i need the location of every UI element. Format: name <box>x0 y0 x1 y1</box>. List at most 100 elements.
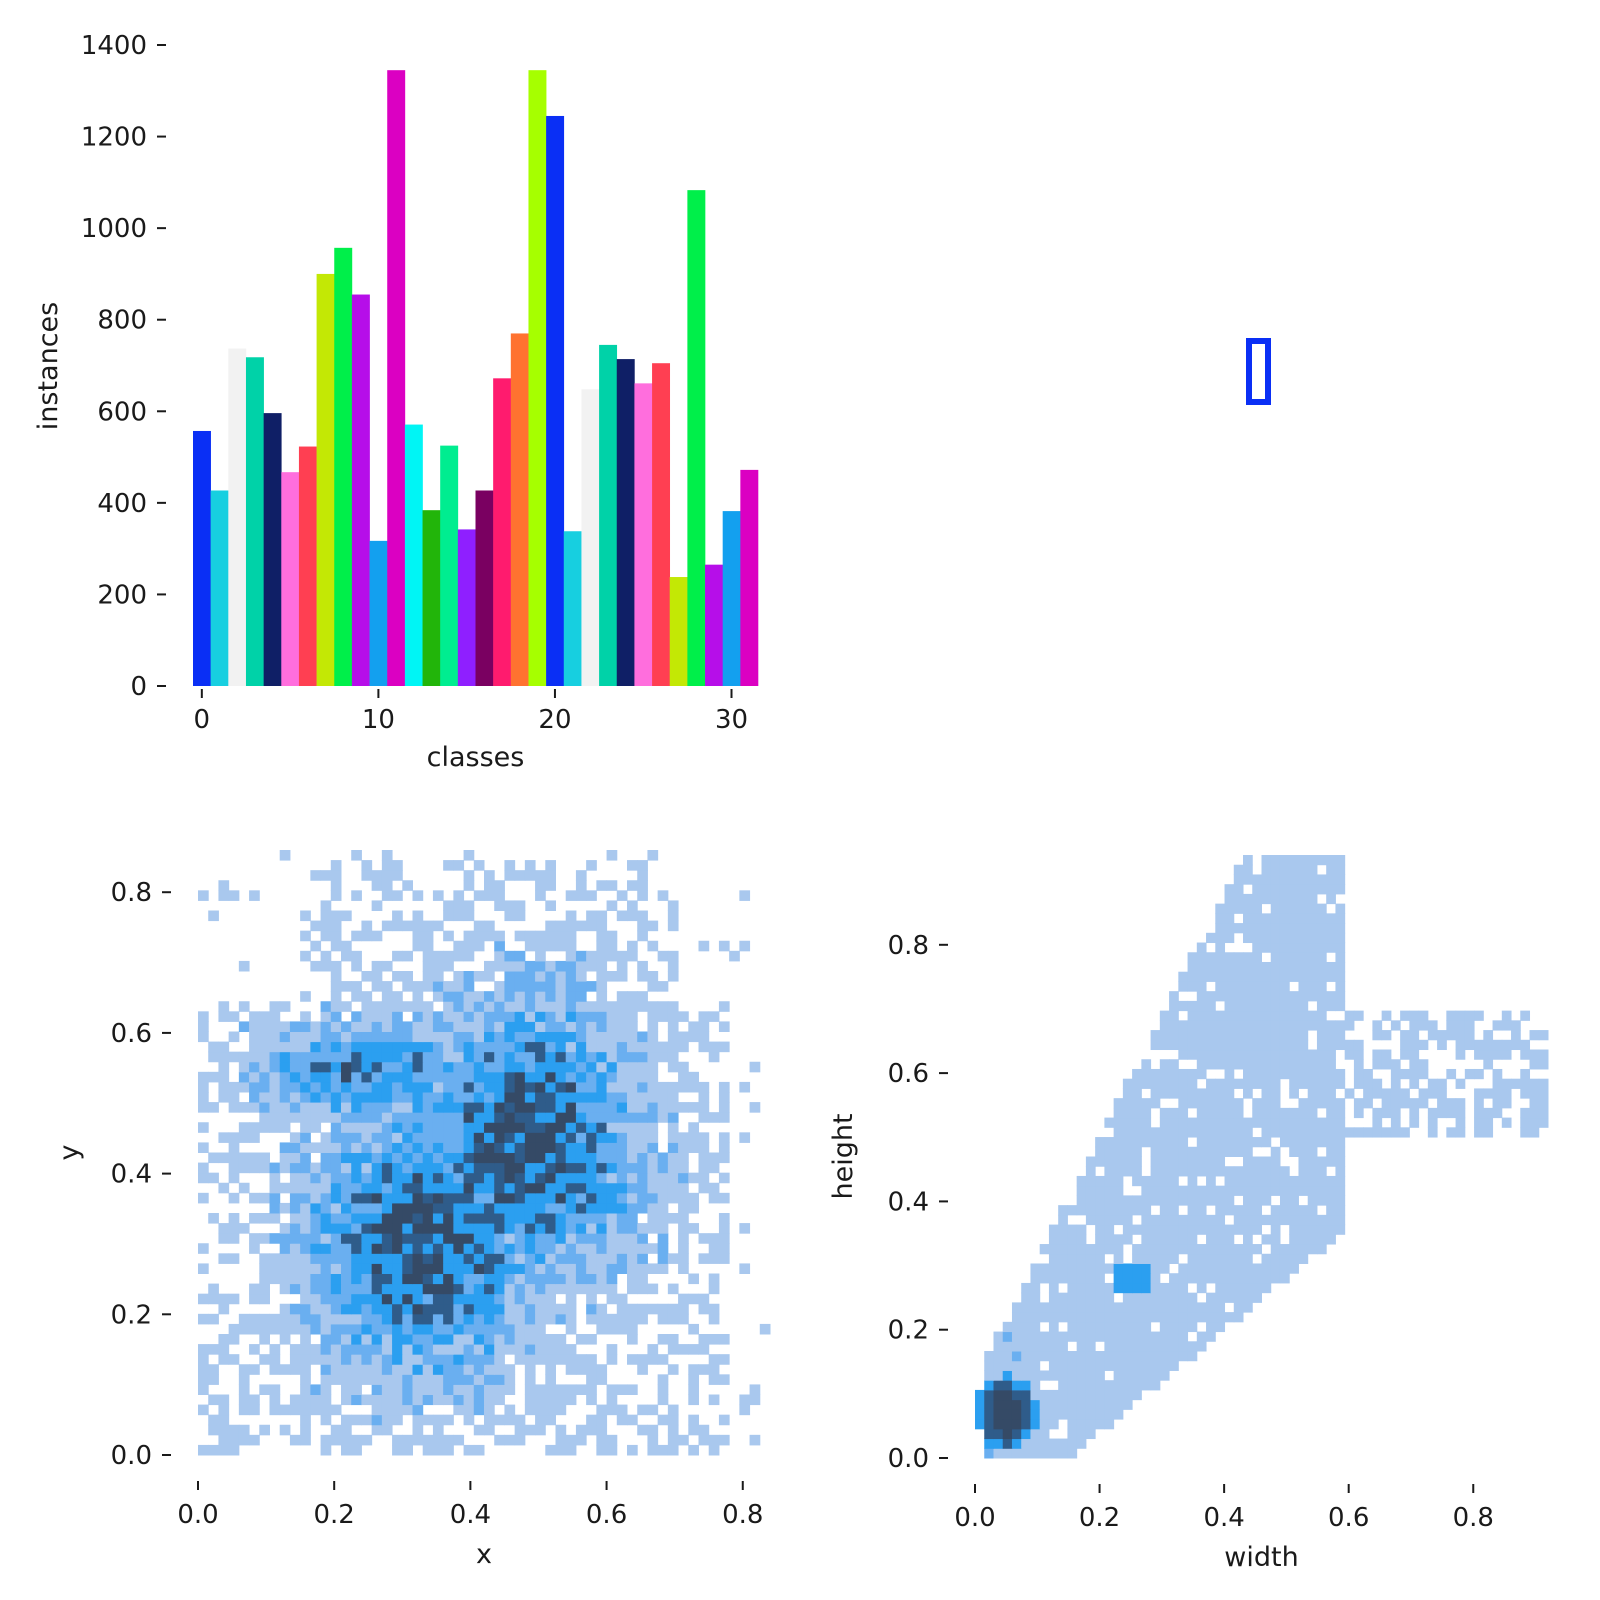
heat-cell <box>524 1202 536 1214</box>
heat-cell <box>1076 1360 1087 1371</box>
x-tick-label: 20 <box>538 705 571 735</box>
heat-cell <box>657 1192 669 1204</box>
heat-cell <box>667 1051 679 1063</box>
heat-cell <box>504 1263 516 1274</box>
heat-cell <box>392 1172 403 1184</box>
heat-cell <box>422 1031 434 1043</box>
heat-cell <box>545 1041 556 1053</box>
heat-cell <box>1076 1321 1087 1333</box>
heat-cell <box>1270 1253 1281 1264</box>
heat-cell <box>473 930 485 942</box>
heat-cell <box>1076 1292 1087 1303</box>
heat-cell <box>1344 1049 1355 1060</box>
heat-cell <box>279 1112 291 1123</box>
heat-cell <box>269 1384 281 1395</box>
heat-cell <box>586 1192 597 1204</box>
heat-cell <box>1335 1117 1346 1128</box>
heat-cell <box>1169 1127 1179 1138</box>
heat-cell <box>218 1444 230 1456</box>
heat-cell <box>341 1071 352 1083</box>
heat-cell <box>473 1384 485 1395</box>
heat-cell <box>1206 971 1216 982</box>
heat-cell <box>1261 1117 1272 1128</box>
heat-cell <box>381 1051 393 1063</box>
heat-cell <box>1085 1292 1096 1303</box>
heat-cell <box>708 1041 720 1053</box>
heat-cell <box>1243 903 1253 914</box>
heat-cell <box>371 1213 383 1224</box>
heat-cell <box>473 1253 485 1264</box>
heat-cell <box>555 1273 567 1285</box>
heat-cell <box>310 1122 322 1133</box>
heat-cell <box>453 940 465 952</box>
heat-cell <box>320 1434 332 1446</box>
heat-cell <box>575 1071 587 1083</box>
heat-cell <box>1224 952 1235 963</box>
heat-cell <box>330 1233 342 1244</box>
heat-cell <box>1141 1098 1152 1109</box>
heat-cell <box>718 1434 730 1446</box>
heat-cell <box>1326 1127 1336 1138</box>
heat-cell <box>1011 1428 1022 1440</box>
heat-cell <box>1169 1351 1179 1362</box>
heat-cell <box>535 1112 546 1123</box>
heat-cell <box>341 981 352 992</box>
heat-cell <box>249 1102 260 1113</box>
heat-cell <box>586 1051 597 1063</box>
heat-cell <box>1141 1380 1152 1391</box>
y-tick-label: 0.2 <box>111 1300 152 1330</box>
heat-cell <box>361 1334 373 1345</box>
heat-cell <box>637 1051 648 1063</box>
heat-cell <box>514 1061 526 1073</box>
heat-cell <box>698 1081 710 1093</box>
heat-cell <box>575 1273 587 1285</box>
heat-cell <box>422 1182 434 1194</box>
heat-cell <box>198 1172 209 1184</box>
heat-cell <box>1326 864 1336 875</box>
heat-cell <box>330 1263 342 1274</box>
heat-cell <box>412 1182 424 1194</box>
heat-cell <box>1002 1341 1013 1352</box>
heat-cell <box>1483 1039 1494 1051</box>
heat-cell <box>1187 1234 1198 1245</box>
heat-cell <box>218 1404 230 1416</box>
heat-cell <box>637 1364 648 1375</box>
heat-cell <box>1455 1098 1466 1109</box>
heat-cell <box>1307 1078 1318 1089</box>
heat-cell <box>1224 903 1235 914</box>
heat-cell <box>1150 1331 1161 1342</box>
heat-cell <box>218 1092 230 1103</box>
heat-cell <box>269 1122 281 1133</box>
heat-cell <box>1243 1205 1253 1216</box>
heat-cell <box>1067 1409 1078 1420</box>
heat-cell <box>330 1001 342 1012</box>
heat-cell <box>1289 932 1299 944</box>
heat-cell <box>300 1092 311 1103</box>
heat-cell <box>279 1142 291 1153</box>
heat-cell <box>330 1253 342 1264</box>
heat-cell <box>647 1152 659 1164</box>
x-tick-label: 0.2 <box>314 1500 355 1530</box>
heat-cell <box>1150 1370 1161 1381</box>
heat-cell <box>1011 1331 1022 1342</box>
heat-cell <box>371 1041 383 1053</box>
heat-cell <box>1132 1389 1142 1401</box>
heat-cell <box>443 1364 454 1375</box>
heat-cell <box>1159 1282 1170 1294</box>
heat-cell <box>453 860 465 871</box>
heat-cell <box>504 1293 516 1305</box>
heat-cell <box>249 1394 260 1406</box>
x-tick-label: 30 <box>715 705 748 735</box>
heat-cell <box>1243 855 1253 866</box>
heat-cell <box>300 1182 311 1194</box>
heat-cell <box>606 1081 618 1093</box>
heat-cell <box>473 1001 485 1012</box>
heat-cell <box>535 1414 546 1426</box>
heat-cell <box>586 1021 597 1032</box>
heat-cell <box>432 1414 444 1426</box>
heat-cell <box>361 1293 373 1305</box>
heat-cell <box>596 1233 608 1244</box>
heat-cell <box>1353 1107 1364 1119</box>
heat-cell <box>289 1344 301 1355</box>
heat-cell <box>1011 1448 1022 1459</box>
